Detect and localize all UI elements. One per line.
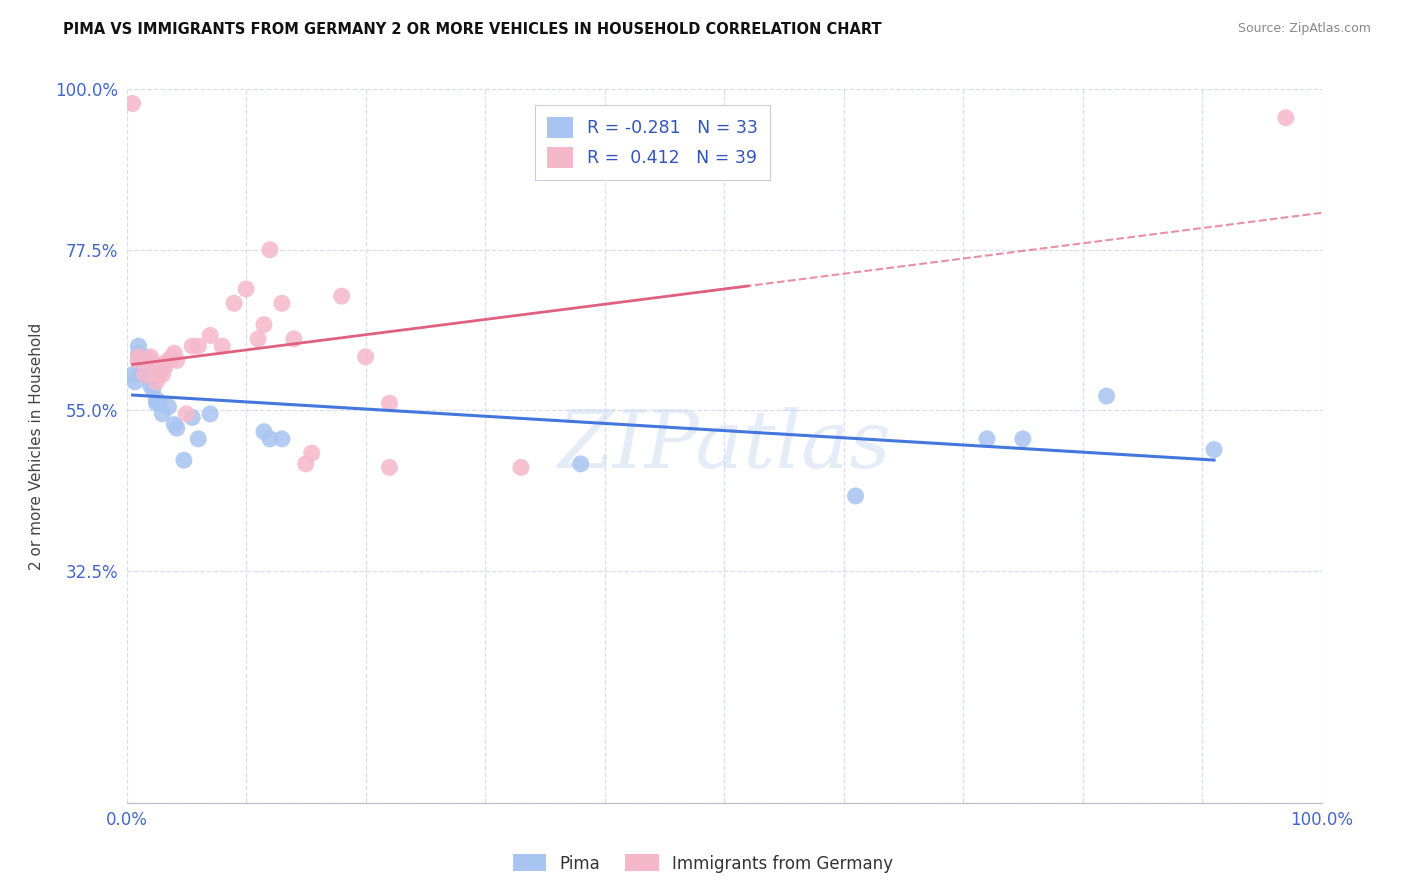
Point (166, 421, 188, 435)
Point (150, 407, 174, 421)
Point (136, 360, 159, 375)
Text: Source: ZipAtlas.com: Source: ZipAtlas.com (1237, 22, 1371, 36)
Point (150, 360, 174, 375)
Point (139, 353, 162, 368)
Point (121, 96, 143, 111)
Point (283, 332, 305, 346)
Point (139, 360, 162, 375)
Point (509, 460, 531, 475)
Point (139, 350, 162, 364)
Point (142, 357, 165, 371)
Point (134, 357, 156, 371)
Point (145, 396, 167, 410)
Point (136, 353, 159, 368)
Point (127, 353, 149, 368)
Point (270, 432, 294, 446)
Point (976, 432, 998, 446)
Point (200, 328, 222, 343)
Point (354, 350, 377, 364)
Point (1274, 111, 1296, 125)
Point (1202, 442, 1225, 457)
Legend: R = -0.281   N = 33, R =  0.412   N = 39: R = -0.281 N = 33, R = 0.412 N = 39 (534, 105, 770, 180)
Point (134, 350, 156, 364)
Point (129, 368, 152, 382)
Point (127, 339, 149, 353)
Point (150, 357, 174, 371)
Point (1011, 432, 1033, 446)
Point (247, 332, 270, 346)
Point (127, 346, 149, 360)
Point (270, 296, 294, 310)
Point (127, 353, 149, 368)
Point (139, 368, 162, 382)
Point (163, 346, 186, 360)
Text: ZIPatlas: ZIPatlas (557, 408, 891, 484)
Point (149, 364, 172, 378)
Point (160, 350, 183, 364)
Point (181, 410, 204, 425)
Point (294, 457, 316, 471)
Point (127, 350, 149, 364)
Point (1095, 389, 1118, 403)
Point (235, 282, 257, 296)
Point (211, 339, 233, 353)
Point (166, 353, 188, 368)
Point (301, 446, 323, 460)
Point (121, 368, 143, 382)
Point (174, 407, 197, 421)
Point (187, 432, 209, 446)
Point (157, 353, 180, 368)
Point (259, 432, 281, 446)
Point (187, 339, 209, 353)
Point (150, 368, 174, 382)
Point (149, 396, 172, 410)
Point (145, 368, 167, 382)
Point (145, 375, 167, 389)
Legend: Pima, Immigrants from Germany: Pima, Immigrants from Germany (506, 847, 900, 880)
Point (142, 382, 165, 396)
Point (139, 378, 162, 392)
Point (145, 392, 167, 407)
Point (200, 407, 222, 421)
Point (157, 400, 180, 414)
Point (378, 460, 401, 475)
Point (844, 489, 866, 503)
Y-axis label: 2 or more Vehicles in Household: 2 or more Vehicles in Household (30, 322, 44, 570)
Point (222, 296, 246, 310)
Point (259, 243, 281, 257)
Text: PIMA VS IMMIGRANTS FROM GERMANY 2 OR MORE VEHICLES IN HOUSEHOLD CORRELATION CHAR: PIMA VS IMMIGRANTS FROM GERMANY 2 OR MOR… (63, 22, 882, 37)
Point (181, 339, 204, 353)
Point (163, 417, 186, 432)
Point (124, 375, 146, 389)
Point (378, 396, 401, 410)
Point (253, 318, 276, 332)
Point (134, 368, 156, 382)
Point (153, 360, 176, 375)
Point (569, 457, 592, 471)
Point (173, 453, 195, 467)
Point (330, 289, 353, 303)
Point (253, 425, 276, 439)
